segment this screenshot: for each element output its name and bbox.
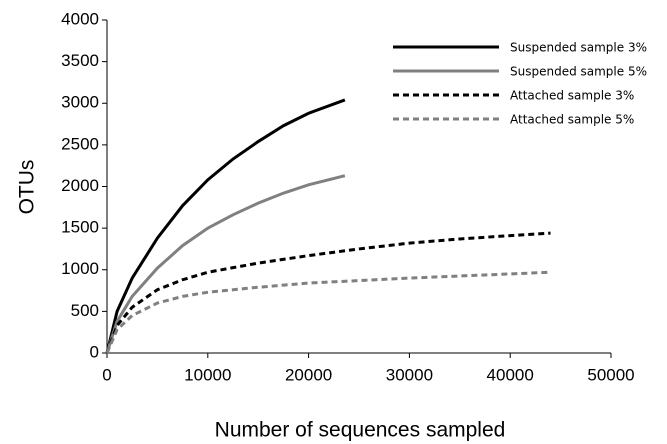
x-tick-label: 40000	[487, 365, 534, 384]
y-tick-label: 3500	[61, 51, 99, 70]
x-axis-title: Number of sequences sampled	[215, 419, 506, 442]
series-line	[105, 98, 346, 354]
legend-label: Suspended sample 3%	[510, 41, 647, 55]
series-line	[105, 174, 346, 354]
y-tick-label: 1000	[61, 259, 99, 278]
series-line	[105, 231, 551, 354]
y-tick-label: 2500	[61, 134, 99, 153]
x-tick-label: 0	[102, 365, 111, 384]
legend-label: Attached sample 3%	[510, 89, 634, 103]
y-tick-label: 3000	[61, 93, 99, 112]
y-tick-label: 4000	[61, 9, 99, 28]
legend-label: Suspended sample 5%	[510, 65, 647, 79]
y-tick-label: 500	[71, 301, 99, 320]
legend-label: Attached sample 5%	[510, 113, 634, 127]
y-tick-label: 1500	[61, 218, 99, 237]
x-tick-label: 20000	[285, 365, 332, 384]
y-axis-title: OTUs	[16, 160, 39, 215]
x-tick-label: 30000	[386, 365, 433, 384]
y-tick-label: 0	[90, 342, 99, 361]
y-tick-label: 2000	[61, 176, 99, 195]
x-tick-label: 50000	[587, 365, 634, 384]
x-tick-label: 10000	[184, 365, 231, 384]
